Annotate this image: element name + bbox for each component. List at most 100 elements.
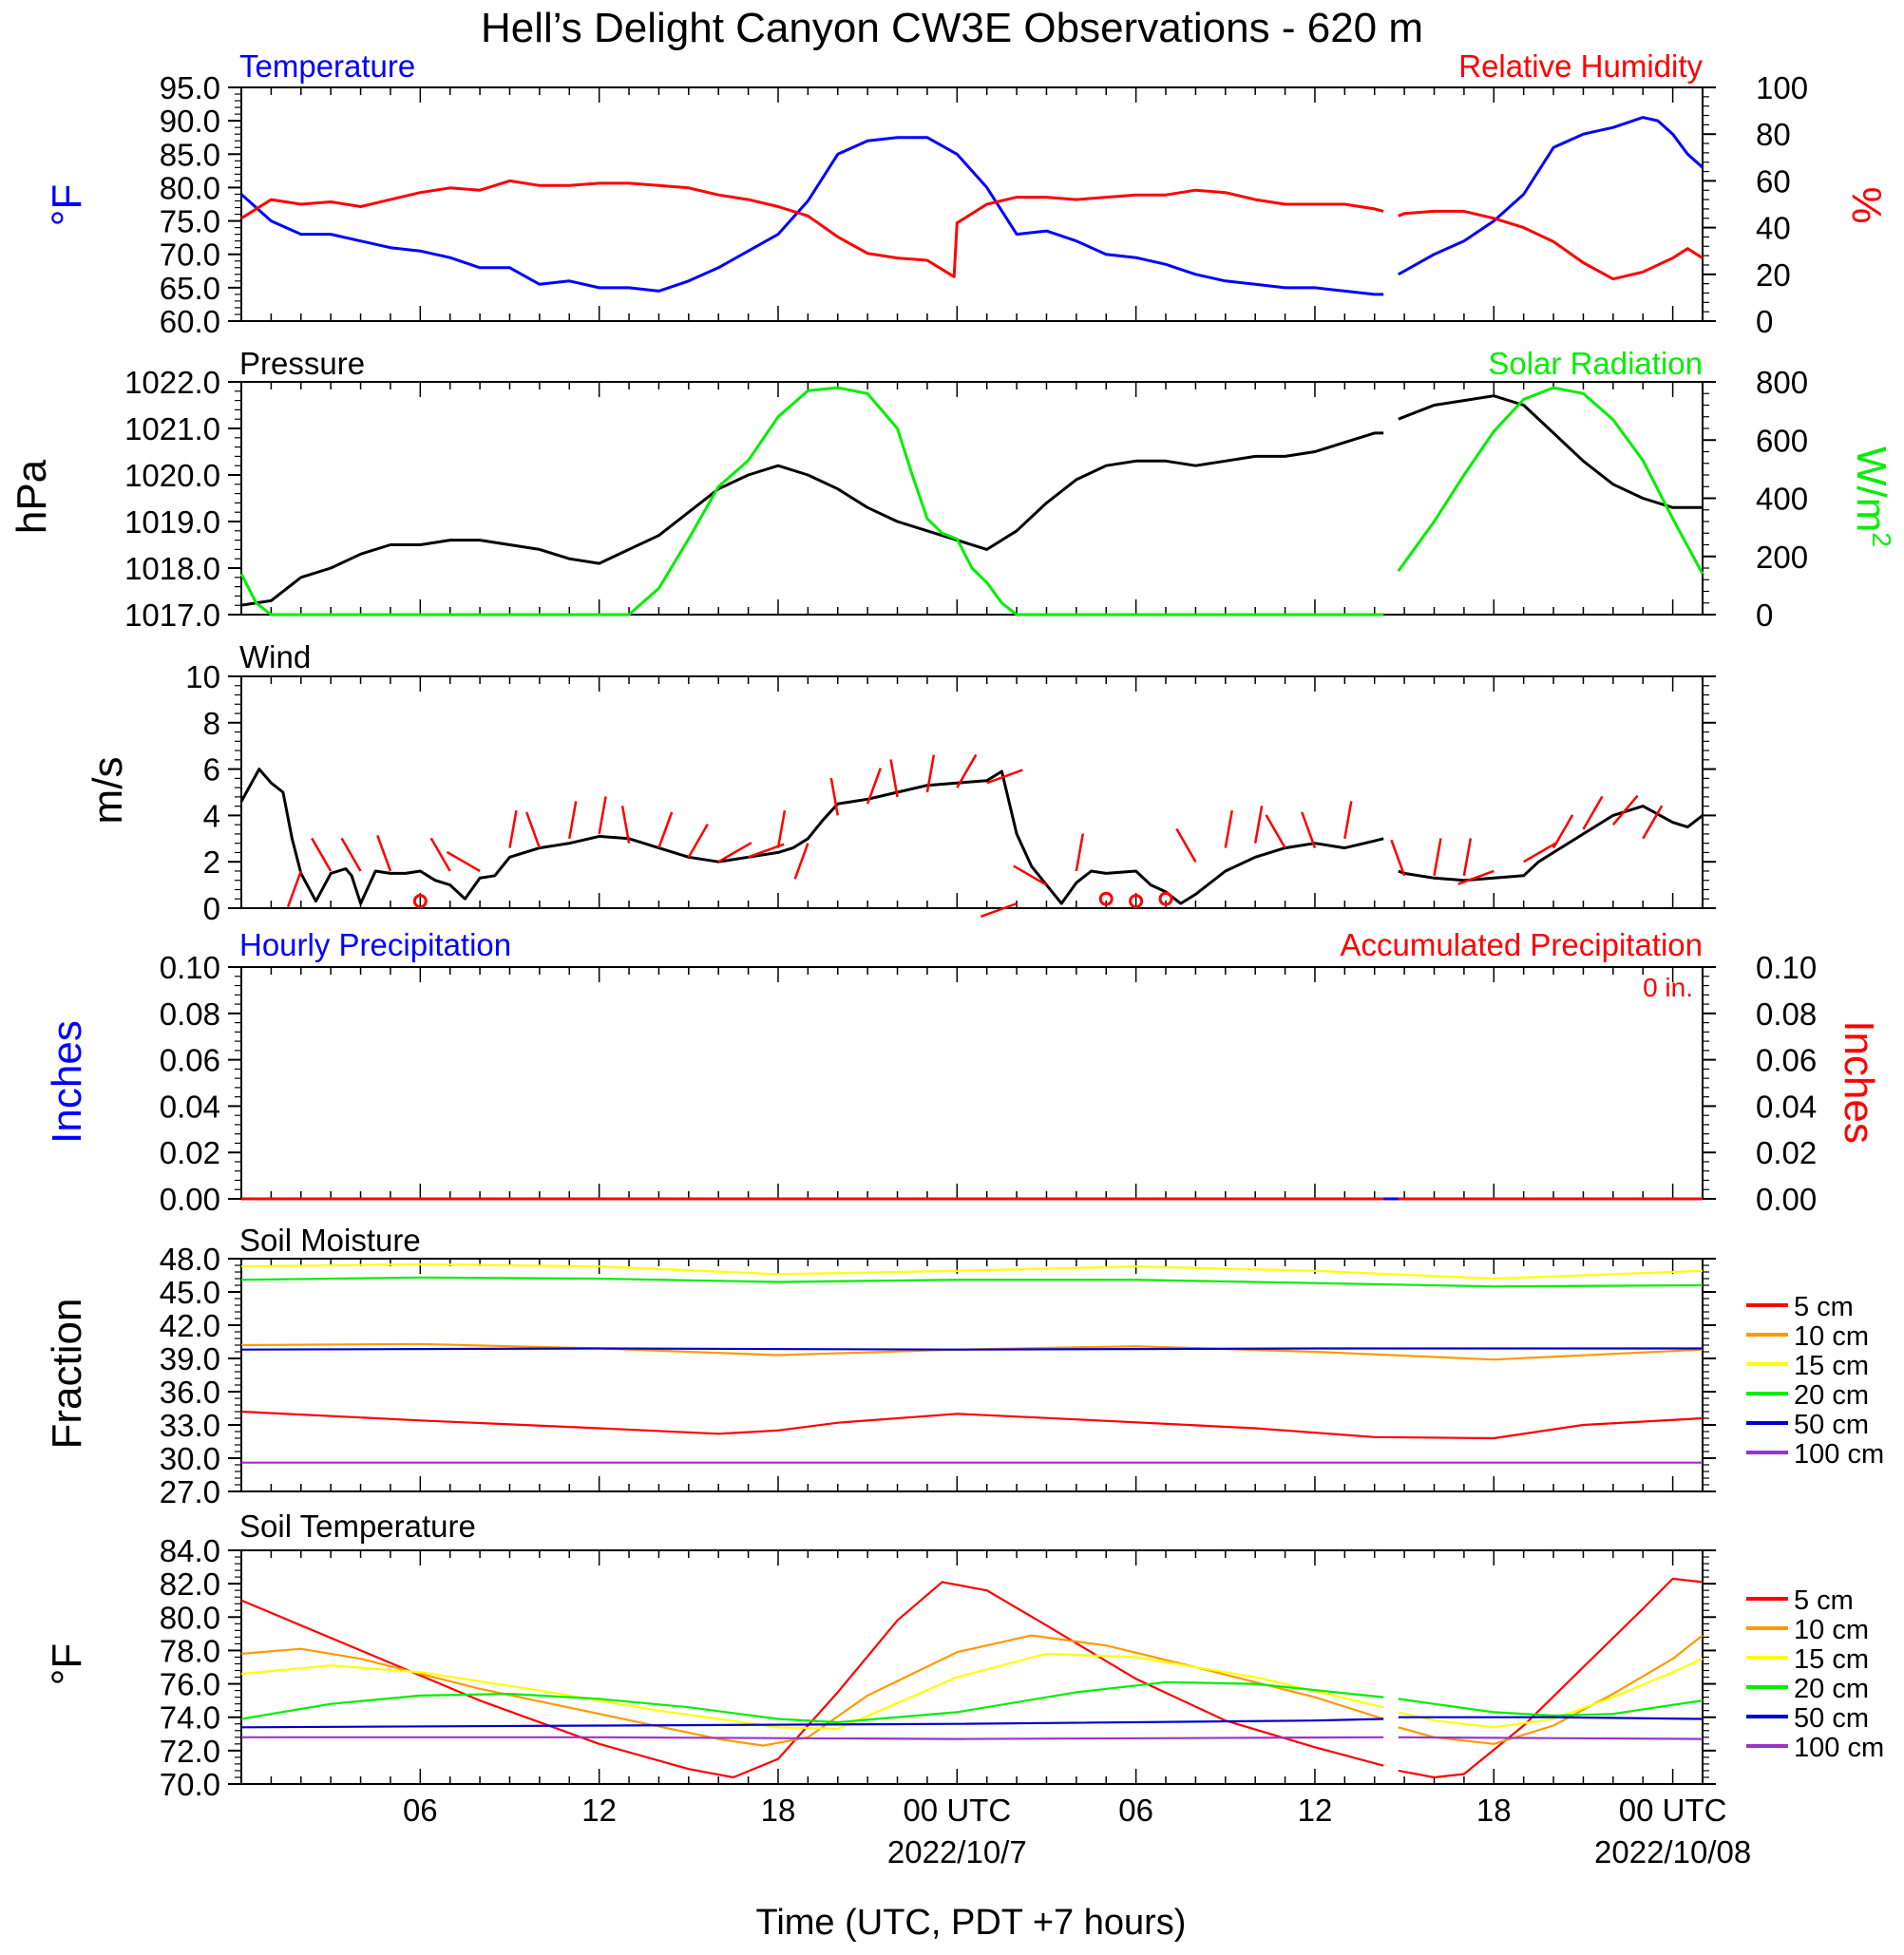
- series-line-5-3: [1398, 1634, 1704, 1745]
- y-tick-label-left: 36.0: [160, 1375, 220, 1410]
- temperature-axis-label: °F: [44, 184, 90, 226]
- y-tick-label-left: 48.0: [160, 1242, 220, 1277]
- series-line-5-8: [240, 1718, 1384, 1729]
- wind-barb: [1433, 838, 1442, 877]
- x-tick-label: 18: [761, 1793, 796, 1828]
- y-tick-label-left: 80.0: [160, 1600, 220, 1635]
- series-line-4-2: [240, 1342, 1704, 1361]
- legend-label: 5 cm: [1794, 1292, 1854, 1322]
- legend-label: 5 cm: [1794, 1585, 1854, 1616]
- y-tick-label-right: 0: [1756, 304, 1773, 339]
- y-tick-label-left: 0.06: [160, 1043, 220, 1078]
- soil-moisture-axis-label: Fraction: [44, 1299, 90, 1450]
- x-tick-label: 06: [1118, 1793, 1153, 1828]
- y-tick-label-left: 60.0: [160, 304, 220, 339]
- wind-barb: [981, 902, 1018, 918]
- panel-frame: [240, 381, 1704, 616]
- series-line-2-1: [1398, 805, 1704, 883]
- y-tick-label-left: 95.0: [160, 70, 220, 105]
- wind-barb: [1175, 827, 1197, 863]
- y-tick-label-left: 74.0: [160, 1700, 220, 1736]
- wind-barb: [866, 768, 882, 805]
- legend-label: 15 cm: [1794, 1644, 1869, 1675]
- y-tick-label-left: 33.0: [160, 1408, 220, 1443]
- humidity-axis-label: %: [1843, 186, 1890, 223]
- wind-barb: [829, 777, 839, 816]
- series-line-2-0: [239, 768, 1384, 905]
- accum-precip-total: 0 in.: [1643, 973, 1693, 1002]
- solar-axis-label: W/m2: [1848, 446, 1896, 547]
- y-tick-label-right: 40: [1756, 211, 1791, 246]
- y-tick-label-left: 82.0: [160, 1566, 220, 1602]
- legend-label: 50 cm: [1794, 1410, 1869, 1440]
- wind-title: Wind: [239, 639, 311, 674]
- y-tick-label-left: 27.0: [160, 1474, 220, 1509]
- x-tick-label: 06: [403, 1793, 438, 1828]
- y-tick-label-left: 30.0: [160, 1441, 220, 1476]
- y-tick-label-right: 100: [1756, 70, 1808, 105]
- y-tick-label-right: 0.00: [1756, 1182, 1817, 1217]
- legend-label: 20 cm: [1794, 1380, 1869, 1411]
- series-line-5-0: [240, 1581, 1384, 1779]
- y-tick-label-left: 2: [203, 845, 220, 880]
- wind-barb: [568, 801, 578, 840]
- y-tick-label-left: 10: [185, 659, 220, 694]
- series-line-5-6: [240, 1680, 1384, 1724]
- wind-axis-label: m/s: [85, 757, 131, 825]
- wind-barb: [956, 753, 978, 788]
- wind-barb: [986, 769, 1023, 785]
- wind-barb: [793, 843, 809, 880]
- wind-barb: [429, 837, 451, 872]
- temperature-humidity-panel: Temperature Relative Humidity °F % 60.06…: [44, 48, 1890, 339]
- y-tick-label-left: 65.0: [160, 271, 220, 306]
- wind-barb: [1390, 839, 1406, 877]
- series-line-4-3: [240, 1347, 1703, 1351]
- wind-barb: [1013, 864, 1048, 886]
- y-tick-label-left: 1022.0: [124, 365, 220, 400]
- legend-label: 15 cm: [1794, 1351, 1869, 1381]
- pressure-title: Pressure: [239, 346, 365, 381]
- series-line-1-0: [240, 431, 1384, 607]
- y-tick-label-right: 20: [1756, 257, 1791, 293]
- wind-barb: [657, 811, 674, 848]
- series-line-1-2: [239, 386, 1384, 617]
- y-tick-label-left: 0.04: [160, 1089, 220, 1124]
- y-tick-label-left: 1020.0: [124, 458, 220, 493]
- temperature-title: Temperature: [239, 48, 415, 84]
- y-tick-label-left: 6: [203, 752, 220, 788]
- y-tick-label-left: 84.0: [160, 1533, 220, 1568]
- accum-precip-axis-label: Inches: [1836, 1020, 1882, 1144]
- series-line-0-0: [239, 136, 1384, 296]
- humidity-title: Relative Humidity: [1458, 48, 1703, 84]
- solar-title: Solar Radiation: [1488, 346, 1703, 381]
- chart-title: Hell’s Delight Canyon CW3E Observations …: [481, 5, 1423, 51]
- series-line-5-1: [1398, 1577, 1704, 1779]
- wind-barb: [925, 754, 936, 793]
- legend-label: 20 cm: [1794, 1674, 1869, 1704]
- y-tick-label-left: 70.0: [160, 237, 220, 273]
- y-tick-label-left: 75.0: [160, 204, 220, 239]
- y-tick-label-right: 400: [1756, 482, 1808, 517]
- wind-barb: [340, 837, 362, 872]
- y-tick-label-left: 1021.0: [124, 411, 220, 446]
- wind-barb: [620, 806, 631, 844]
- wind-barb: [598, 796, 607, 835]
- time-axis: 06 12 18 00 UTC 2022/10/7 06 12 18 00 UTC 2022/10…: [403, 1793, 1751, 1870]
- y-tick-label-left: 85.0: [160, 137, 220, 172]
- series-line-5-7: [1398, 1698, 1704, 1718]
- wind-barb: [1523, 842, 1557, 864]
- series-line-0-3: [1398, 209, 1704, 281]
- y-tick-label-left: 0.10: [160, 950, 220, 985]
- y-tick-label-right: 0.06: [1756, 1043, 1817, 1078]
- x-tick-label: 12: [1298, 1793, 1333, 1828]
- series-line-4-0: [240, 1262, 1704, 1281]
- y-tick-label-left: 8: [203, 706, 220, 741]
- x-tick-date-label: 2022/10/7: [887, 1834, 1027, 1870]
- x-tick-label: 12: [581, 1793, 617, 1828]
- x-tick-label: 00 UTC: [1619, 1793, 1727, 1828]
- series-line-5-10: [241, 1736, 1384, 1740]
- x-axis-label: Time (UTC, PDT +7 hours): [756, 1903, 1187, 1943]
